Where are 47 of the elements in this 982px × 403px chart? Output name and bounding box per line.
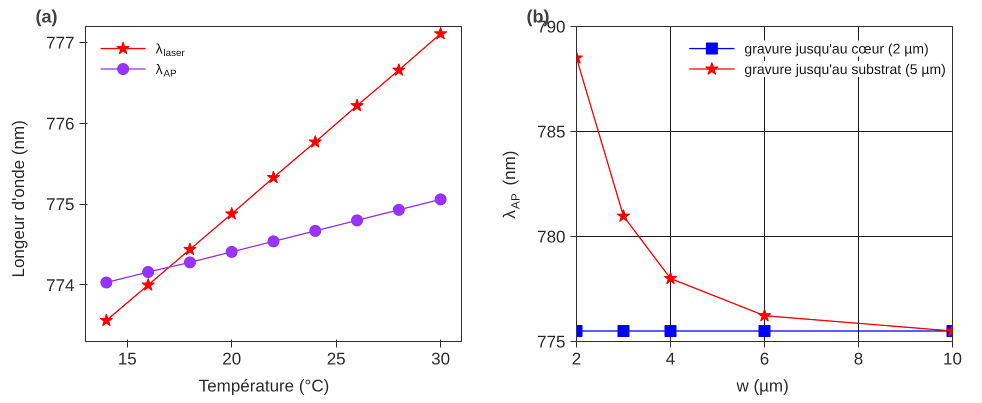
point (664, 272, 678, 284)
x-tick-label: 8 (854, 350, 864, 368)
point (142, 266, 154, 278)
point (434, 26, 448, 40)
point (350, 98, 364, 112)
legend-label: gravure jusqu'au cœur (2 µm) (744, 40, 929, 57)
y-tick-label: 785 (537, 122, 566, 142)
x-tick-label: 6 (760, 350, 770, 368)
point (309, 224, 322, 237)
chart-title: (a) (36, 6, 58, 26)
point (758, 308, 772, 322)
point (434, 193, 447, 206)
point (266, 170, 280, 184)
point (392, 63, 406, 76)
point (758, 325, 770, 337)
point (100, 276, 112, 289)
x-tick-label: 2 (572, 350, 582, 368)
y-tick-label: 776 (46, 114, 75, 134)
y-tick-label: 774 (46, 276, 75, 295)
legend-label: gravure jusqu'au substrat (5 µm) (744, 61, 946, 78)
x-axis-title: w (µm) (735, 376, 789, 396)
x-tick-label: 4 (666, 350, 676, 368)
x-tick-label: 15 (118, 350, 137, 368)
y-tick-label: 775 (46, 195, 75, 214)
point (308, 135, 322, 148)
point (183, 242, 197, 256)
point (351, 214, 364, 226)
x-tick-label: 25 (326, 350, 346, 368)
point (225, 206, 238, 220)
point (616, 209, 630, 222)
point (226, 246, 238, 258)
y-tick-label: 777 (46, 34, 75, 53)
y-axis-title: λAP (nm) (500, 150, 522, 219)
x-tick-label: 10 (943, 350, 962, 368)
point (268, 235, 280, 248)
point (618, 325, 630, 337)
point (392, 204, 405, 216)
y-tick-label: 775 (537, 332, 566, 352)
y-axis-title: Longeur d'onde (nm) (9, 120, 28, 278)
point (184, 256, 196, 268)
point (664, 325, 676, 337)
x-axis-title: Température (°C) (198, 376, 330, 396)
y-tick-label: 780 (537, 228, 566, 246)
x-tick-label: 30 (431, 350, 450, 368)
point (100, 314, 114, 326)
point (141, 278, 155, 291)
x-tick-label: 20 (222, 350, 242, 368)
